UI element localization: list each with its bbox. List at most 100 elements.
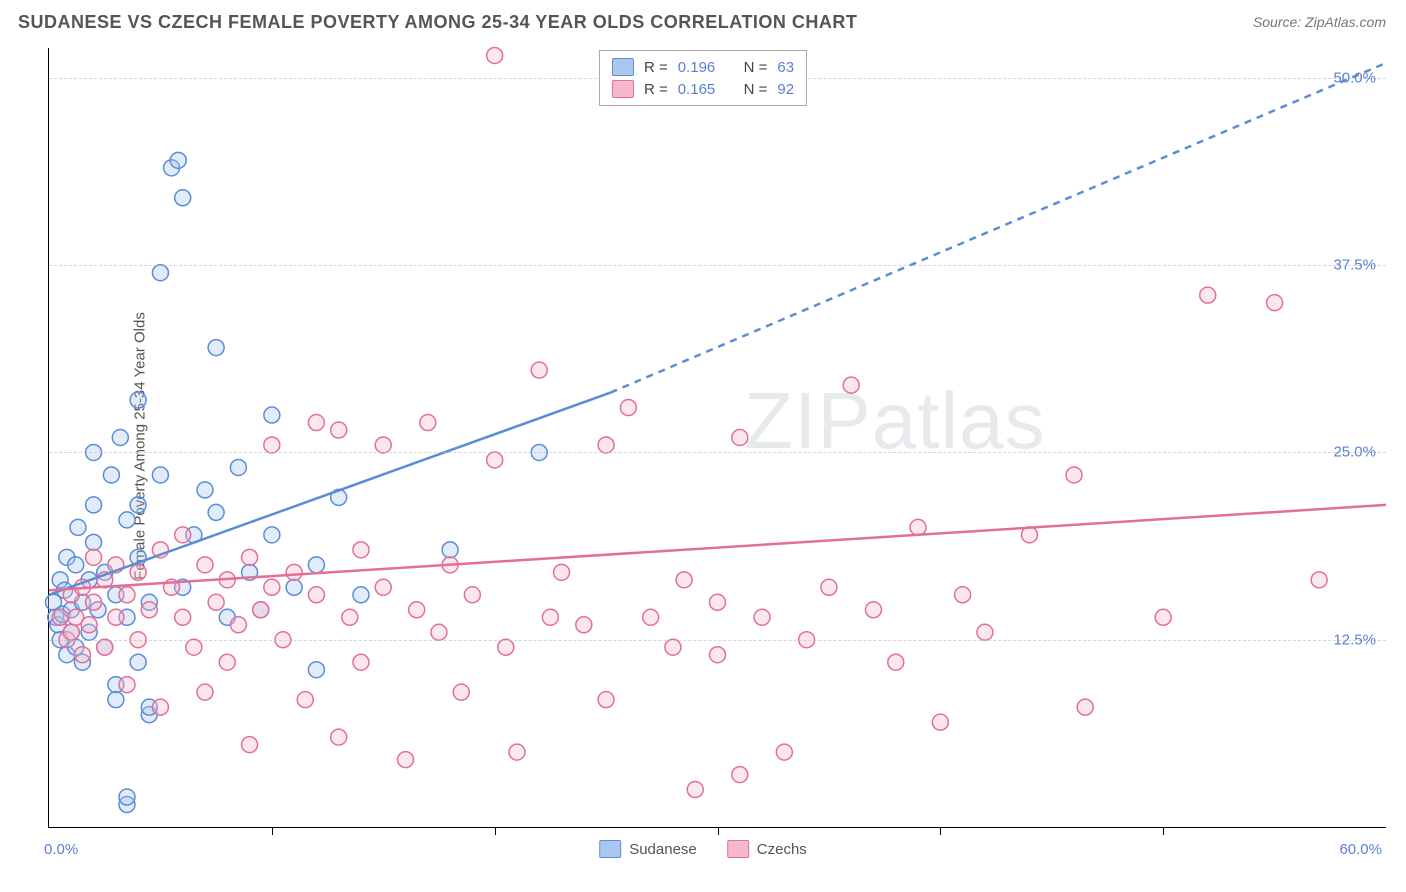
data-point	[598, 692, 614, 708]
data-point	[175, 609, 191, 625]
data-point	[242, 549, 258, 565]
data-point	[197, 684, 213, 700]
bottom-legend: Sudanese Czechs	[599, 840, 807, 858]
plot-area: ZIPatlas 12.5%25.0%37.5%50.0%	[48, 48, 1386, 828]
data-point	[264, 579, 280, 595]
data-point	[732, 767, 748, 783]
data-point	[152, 265, 168, 281]
data-point	[1155, 609, 1171, 625]
legend-item: Czechs	[727, 840, 807, 858]
data-point	[353, 542, 369, 558]
stat-legend-swatch	[612, 58, 634, 76]
data-point	[821, 579, 837, 595]
data-point	[576, 617, 592, 633]
data-point	[119, 789, 135, 805]
data-point	[186, 639, 202, 655]
legend-swatch	[727, 840, 749, 858]
data-point	[977, 624, 993, 640]
data-point	[81, 617, 97, 633]
stat-n-value: 92	[777, 81, 794, 98]
data-point	[253, 602, 269, 618]
data-point	[86, 497, 102, 513]
data-point	[431, 624, 447, 640]
x-axis-max-label: 60.0%	[1339, 841, 1382, 858]
data-point	[103, 467, 119, 483]
data-point	[197, 557, 213, 573]
chart-container: SUDANESE VS CZECH FEMALE POVERTY AMONG 2…	[0, 0, 1406, 892]
grid-line	[49, 452, 1386, 453]
legend-item: Sudanese	[599, 840, 697, 858]
source-label: Source: ZipAtlas.com	[1253, 14, 1386, 30]
data-point	[264, 407, 280, 423]
data-point	[130, 564, 146, 580]
data-point	[620, 400, 636, 416]
grid-line	[49, 640, 1386, 641]
data-point	[509, 744, 525, 760]
data-point	[119, 587, 135, 603]
data-point	[108, 609, 124, 625]
data-point	[1267, 295, 1283, 311]
data-point	[108, 692, 124, 708]
x-tick	[1163, 827, 1164, 835]
data-point	[112, 430, 128, 446]
stat-legend-swatch	[612, 80, 634, 98]
data-point	[230, 459, 246, 475]
data-point	[208, 340, 224, 356]
x-tick	[718, 827, 719, 835]
data-point	[86, 549, 102, 565]
x-tick	[272, 827, 273, 835]
data-point	[119, 677, 135, 693]
data-point	[1066, 467, 1082, 483]
data-point	[331, 729, 347, 745]
stat-legend: R =0.196 N =63R =0.165 N =92	[599, 50, 807, 106]
y-tick-label: 50.0%	[1333, 69, 1376, 86]
data-point	[464, 587, 480, 603]
data-point	[264, 437, 280, 453]
x-tick	[940, 827, 941, 835]
data-point	[375, 579, 391, 595]
stat-n-label: N =	[744, 59, 768, 76]
y-tick-label: 12.5%	[1333, 631, 1376, 648]
data-point	[487, 47, 503, 63]
data-point	[175, 190, 191, 206]
data-point	[498, 639, 514, 655]
data-point	[152, 467, 168, 483]
data-point	[208, 504, 224, 520]
data-point	[286, 579, 302, 595]
data-point	[197, 482, 213, 498]
data-point	[420, 415, 436, 431]
legend-label: Sudanese	[629, 841, 697, 858]
data-point	[242, 737, 258, 753]
data-point	[710, 594, 726, 610]
data-point	[710, 647, 726, 663]
data-point	[453, 684, 469, 700]
data-point	[1200, 287, 1216, 303]
data-point	[487, 452, 503, 468]
data-point	[542, 609, 558, 625]
stat-r-value: 0.165	[678, 81, 716, 98]
data-point	[68, 557, 84, 573]
data-point	[170, 152, 186, 168]
data-point	[531, 362, 547, 378]
x-tick	[495, 827, 496, 835]
data-point	[1311, 572, 1327, 588]
data-point	[888, 654, 904, 670]
data-point	[375, 437, 391, 453]
data-point	[264, 527, 280, 543]
data-point	[932, 714, 948, 730]
data-point	[409, 602, 425, 618]
stat-r-label: R =	[644, 81, 668, 98]
stat-r-label: R =	[644, 59, 668, 76]
data-point	[308, 557, 324, 573]
data-point	[130, 654, 146, 670]
data-point	[308, 587, 324, 603]
data-point	[219, 654, 235, 670]
legend-label: Czechs	[757, 841, 807, 858]
data-point	[74, 647, 90, 663]
data-point	[754, 609, 770, 625]
data-point	[130, 392, 146, 408]
data-point	[865, 602, 881, 618]
data-point	[130, 497, 146, 513]
data-point	[442, 542, 458, 558]
data-point	[955, 587, 971, 603]
